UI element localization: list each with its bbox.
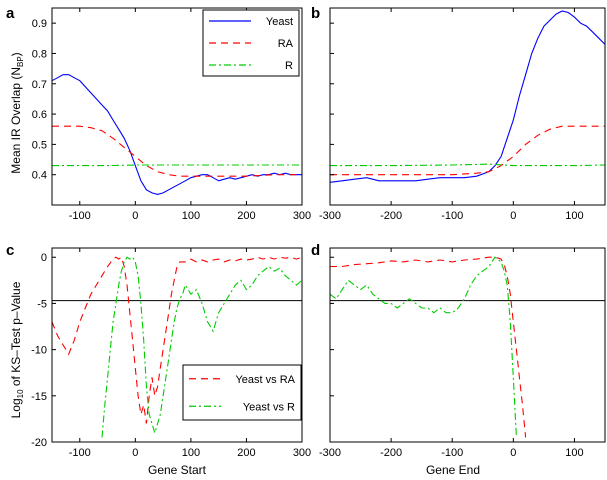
x-tick-label: -100: [441, 210, 463, 222]
x-tick-label: 100: [565, 447, 583, 459]
x-tick-label: 0: [132, 210, 138, 222]
series-line-d-yeast-vs-r: [330, 256, 517, 438]
y-tick-label: -20: [31, 437, 47, 449]
legend-label: R: [285, 60, 293, 72]
panel-label-b: b: [311, 5, 320, 22]
x-tick-label: 0: [132, 447, 138, 459]
legend-a: Yeast RA R: [202, 9, 300, 77]
x-tick-label: -100: [69, 210, 91, 222]
legend-label: Yeast vs R: [243, 401, 295, 413]
series-line-b-r: [330, 163, 605, 167]
legend-label: Yeast vs RA: [235, 374, 295, 386]
x-tick-label: 300: [293, 447, 311, 459]
series-line-c-yeast-vs-r: [101, 256, 302, 438]
panel-a: -100 0 100 200 300 0.4 0.5 0.6 0.7 0.8 0.9 Yeast RA R: [32, 7, 311, 222]
axes-frame-b: [329, 7, 606, 206]
legend-label: RA: [278, 38, 294, 50]
series-line-d-yeast-vs-ra: [330, 256, 527, 438]
x-axis-label-d: Gene End: [426, 463, 480, 477]
y-tick-label: -15: [31, 391, 47, 403]
x-tick-label: -100: [69, 447, 91, 459]
x-tick-label: 100: [182, 447, 200, 459]
y-tick-label: 0.7: [32, 79, 47, 91]
y-axis-label-a: Mean IR Overlap (NBP): [9, 52, 25, 173]
x-tick-label: 0: [510, 447, 516, 459]
y-tick-label: 0.8: [32, 48, 47, 60]
series-line-c-yeast-vs-ra: [52, 256, 302, 424]
legend-box: [182, 364, 302, 421]
x-tick-label: 200: [237, 210, 255, 222]
y-tick-label: 0.5: [32, 139, 47, 151]
x-tick-label: 100: [565, 210, 583, 222]
panel-b: -300 -200 -100 0 100: [319, 7, 606, 222]
panel-d: -300 -200 -100 0 100: [319, 247, 606, 459]
x-tick-label: 300: [293, 210, 311, 222]
x-tick-label: -300: [319, 210, 341, 222]
x-tick-label: 100: [182, 210, 200, 222]
y-axis-label-c: Log10 of KS–Test p–Value: [9, 281, 25, 418]
series-line-b-yeast: [330, 10, 605, 183]
y-tick-label: -10: [31, 345, 47, 357]
x-tick-label: 0: [510, 210, 516, 222]
panel-label-d: d: [311, 242, 320, 259]
axes-frame-c: [51, 247, 303, 443]
series-line-a-yeast: [52, 74, 302, 195]
panel-label-a: a: [6, 5, 15, 22]
y-tick-label: 0.6: [32, 109, 47, 121]
x-axis-label-c: Gene Start: [148, 463, 207, 477]
y-tick-label: 0.4: [32, 170, 47, 182]
axes-frame-a: [51, 7, 303, 206]
legend-label: Yeast: [266, 16, 293, 28]
axes-frame-d: [329, 247, 606, 443]
y-tick-label: 0.9: [32, 18, 47, 30]
x-tick-label: -200: [380, 210, 402, 222]
legend-c: Yeast vs RA Yeast vs R: [182, 364, 302, 421]
x-tick-label: 200: [237, 447, 255, 459]
series-line-a-ra: [52, 125, 302, 177]
x-tick-label: -200: [380, 447, 402, 459]
y-tick-label: -5: [37, 298, 47, 310]
x-tick-label: -300: [319, 447, 341, 459]
x-tick-label: -100: [441, 447, 463, 459]
panel-label-c: c: [6, 242, 14, 259]
y-tick-label: 0: [41, 252, 47, 264]
series-line-a-r: [52, 164, 302, 167]
series-line-b-ra: [330, 125, 605, 176]
